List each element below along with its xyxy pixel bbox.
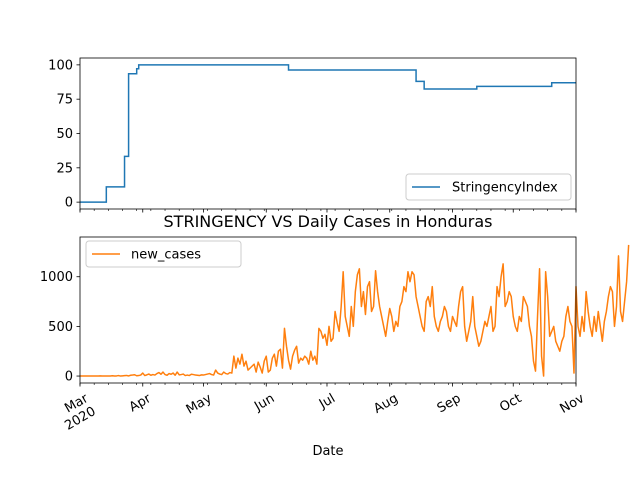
stringency-y-tick-label: 50 <box>56 127 73 142</box>
cases-y-tick-label: 1000 <box>40 270 73 285</box>
cases-line-group <box>80 244 630 377</box>
cases-legend-box <box>85 240 242 268</box>
stringency-y-tick-label: 100 <box>48 58 73 73</box>
stringency-line-group <box>80 64 576 203</box>
cases-axes-frame <box>79 236 577 384</box>
stringency-legend-box <box>405 173 572 201</box>
stringency-y-tick-label: 0 <box>65 196 73 211</box>
stringency-axes: 0 25 50 75 100 StringencyIndex <box>48 57 577 213</box>
x-tick-label-line: Jul <box>316 391 338 412</box>
stringency-series-line <box>80 64 576 203</box>
stringency-legend-label: StringencyIndex <box>452 181 558 196</box>
x-tick-label: Jul <box>316 391 338 412</box>
cases-legend-label: new_cases <box>131 248 201 263</box>
stringency-x-ticks <box>79 209 577 213</box>
cases-y-tick-label: 0 <box>65 370 73 385</box>
stringency-y-ticks: 0 25 50 75 100 <box>48 58 80 211</box>
stringency-y-tick-label: 75 <box>56 93 73 108</box>
chart-title: STRINGENCY VS Daily Cases in Honduras <box>164 212 493 231</box>
cases-y-ticks: 0 500 1000 <box>40 270 80 385</box>
x-axis-label: Date <box>312 444 343 459</box>
cases-y-tick-label: 500 <box>48 320 73 335</box>
stringency-legend: StringencyIndex <box>405 173 572 201</box>
stringency-y-tick-label: 25 <box>56 161 73 176</box>
cases-series-line <box>80 244 630 377</box>
cases-legend: new_cases <box>85 240 242 268</box>
